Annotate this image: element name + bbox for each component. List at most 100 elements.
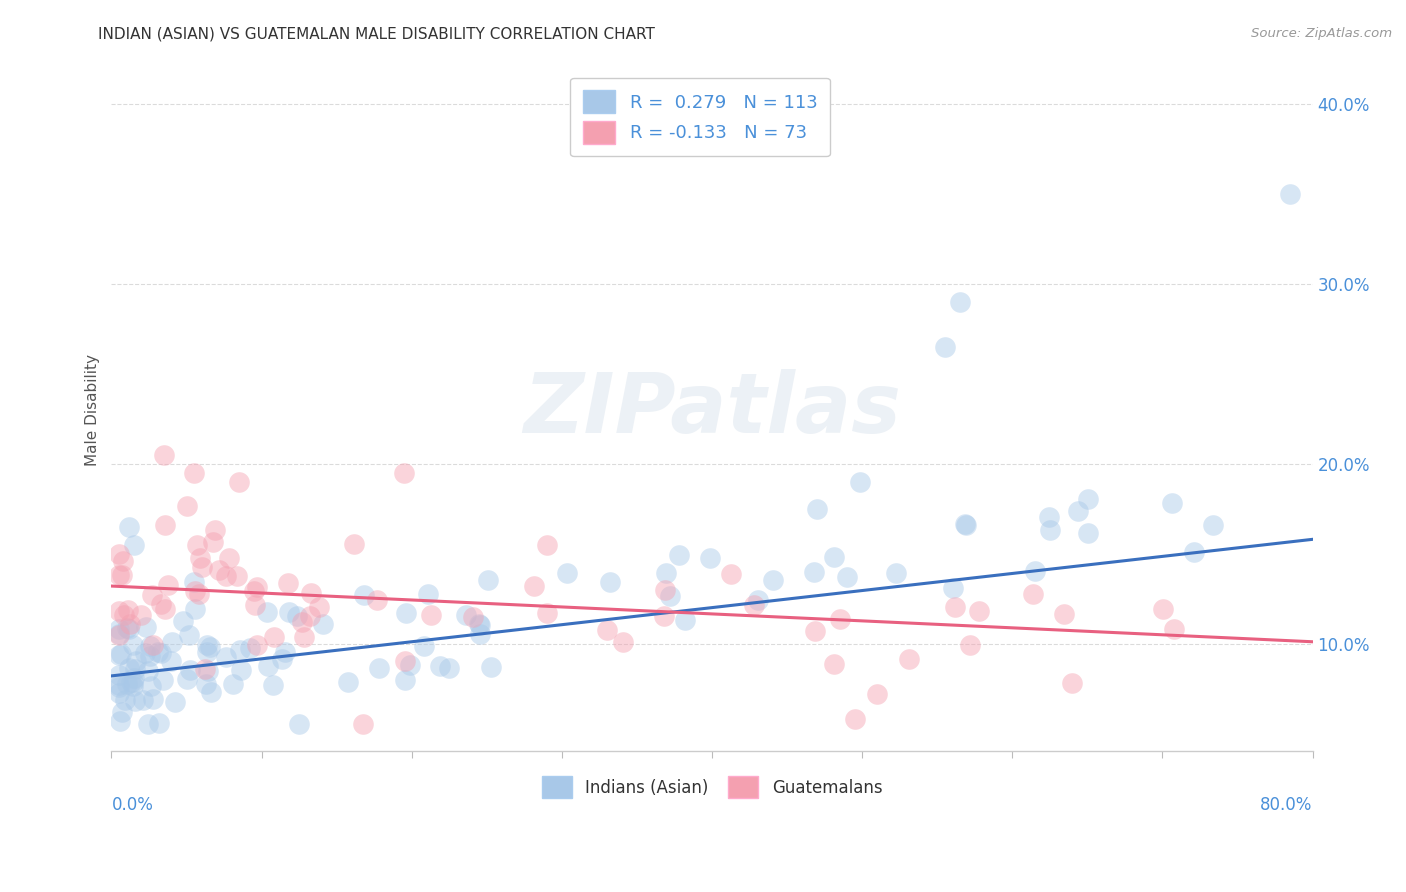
Point bbox=[274, 645, 297, 659]
Point bbox=[1279, 187, 1302, 202]
Point bbox=[215, 568, 238, 582]
Point bbox=[176, 672, 198, 686]
Point bbox=[229, 663, 252, 677]
Point bbox=[111, 705, 134, 719]
Point bbox=[125, 654, 148, 668]
Point bbox=[337, 675, 360, 690]
Point bbox=[844, 712, 866, 726]
Point bbox=[467, 617, 489, 632]
Point bbox=[943, 600, 966, 615]
Point bbox=[934, 340, 956, 354]
Point bbox=[112, 554, 135, 568]
Point bbox=[201, 535, 224, 549]
Point bbox=[108, 686, 131, 700]
Point bbox=[108, 714, 131, 729]
Point bbox=[110, 648, 132, 662]
Text: 0.0%: 0.0% bbox=[111, 797, 153, 814]
Point bbox=[285, 609, 308, 624]
Point bbox=[165, 695, 187, 709]
Point bbox=[654, 583, 676, 598]
Point bbox=[118, 616, 141, 631]
Point bbox=[898, 651, 921, 665]
Point bbox=[394, 673, 416, 687]
Point bbox=[454, 608, 477, 623]
Point bbox=[239, 641, 262, 656]
Point bbox=[837, 570, 859, 584]
Point bbox=[263, 630, 285, 644]
Point bbox=[136, 665, 159, 679]
Point bbox=[1077, 525, 1099, 540]
Point bbox=[368, 661, 391, 675]
Point bbox=[160, 654, 183, 668]
Point bbox=[108, 626, 131, 640]
Point bbox=[188, 587, 211, 601]
Point bbox=[439, 661, 461, 675]
Point bbox=[153, 448, 176, 462]
Point bbox=[612, 634, 634, 648]
Point bbox=[214, 650, 236, 665]
Point bbox=[228, 475, 250, 489]
Point bbox=[195, 638, 218, 652]
Point bbox=[120, 674, 142, 689]
Point bbox=[668, 548, 690, 562]
Point bbox=[204, 523, 226, 537]
Point bbox=[353, 717, 375, 731]
Point bbox=[186, 539, 208, 553]
Point bbox=[139, 679, 162, 693]
Point bbox=[121, 675, 143, 690]
Point bbox=[246, 638, 269, 652]
Point bbox=[191, 560, 214, 574]
Point bbox=[156, 578, 179, 592]
Point bbox=[461, 610, 484, 624]
Point bbox=[184, 583, 207, 598]
Point bbox=[277, 576, 299, 591]
Point bbox=[655, 566, 678, 580]
Point bbox=[652, 609, 675, 624]
Point bbox=[111, 567, 134, 582]
Point bbox=[479, 660, 502, 674]
Point bbox=[124, 671, 146, 685]
Point bbox=[256, 605, 278, 619]
Point bbox=[278, 605, 301, 619]
Point bbox=[1067, 504, 1090, 518]
Point bbox=[291, 615, 314, 629]
Point bbox=[112, 607, 135, 622]
Point bbox=[194, 662, 217, 676]
Point bbox=[188, 551, 211, 566]
Point bbox=[884, 566, 907, 581]
Point bbox=[353, 588, 375, 602]
Point bbox=[1202, 518, 1225, 533]
Point bbox=[1053, 607, 1076, 621]
Point bbox=[949, 295, 972, 310]
Point bbox=[262, 678, 284, 692]
Point bbox=[176, 500, 198, 514]
Point bbox=[866, 687, 889, 701]
Point bbox=[121, 679, 143, 693]
Point bbox=[955, 518, 977, 533]
Point bbox=[183, 466, 205, 480]
Point bbox=[720, 566, 742, 581]
Point bbox=[129, 608, 152, 623]
Point bbox=[1038, 509, 1060, 524]
Point bbox=[953, 517, 976, 532]
Point bbox=[299, 586, 322, 600]
Point bbox=[1021, 587, 1043, 601]
Point bbox=[420, 607, 443, 622]
Point bbox=[429, 659, 451, 673]
Point bbox=[536, 606, 558, 620]
Point bbox=[806, 501, 828, 516]
Point bbox=[179, 663, 201, 677]
Point bbox=[1152, 602, 1174, 616]
Point bbox=[804, 624, 827, 639]
Point bbox=[146, 645, 169, 659]
Point bbox=[124, 662, 146, 676]
Point bbox=[108, 604, 131, 618]
Point bbox=[1077, 492, 1099, 507]
Point bbox=[1161, 496, 1184, 510]
Point bbox=[399, 658, 422, 673]
Point bbox=[599, 574, 621, 589]
Point bbox=[1024, 564, 1046, 578]
Point bbox=[108, 568, 131, 582]
Point bbox=[108, 548, 131, 562]
Point bbox=[208, 563, 231, 577]
